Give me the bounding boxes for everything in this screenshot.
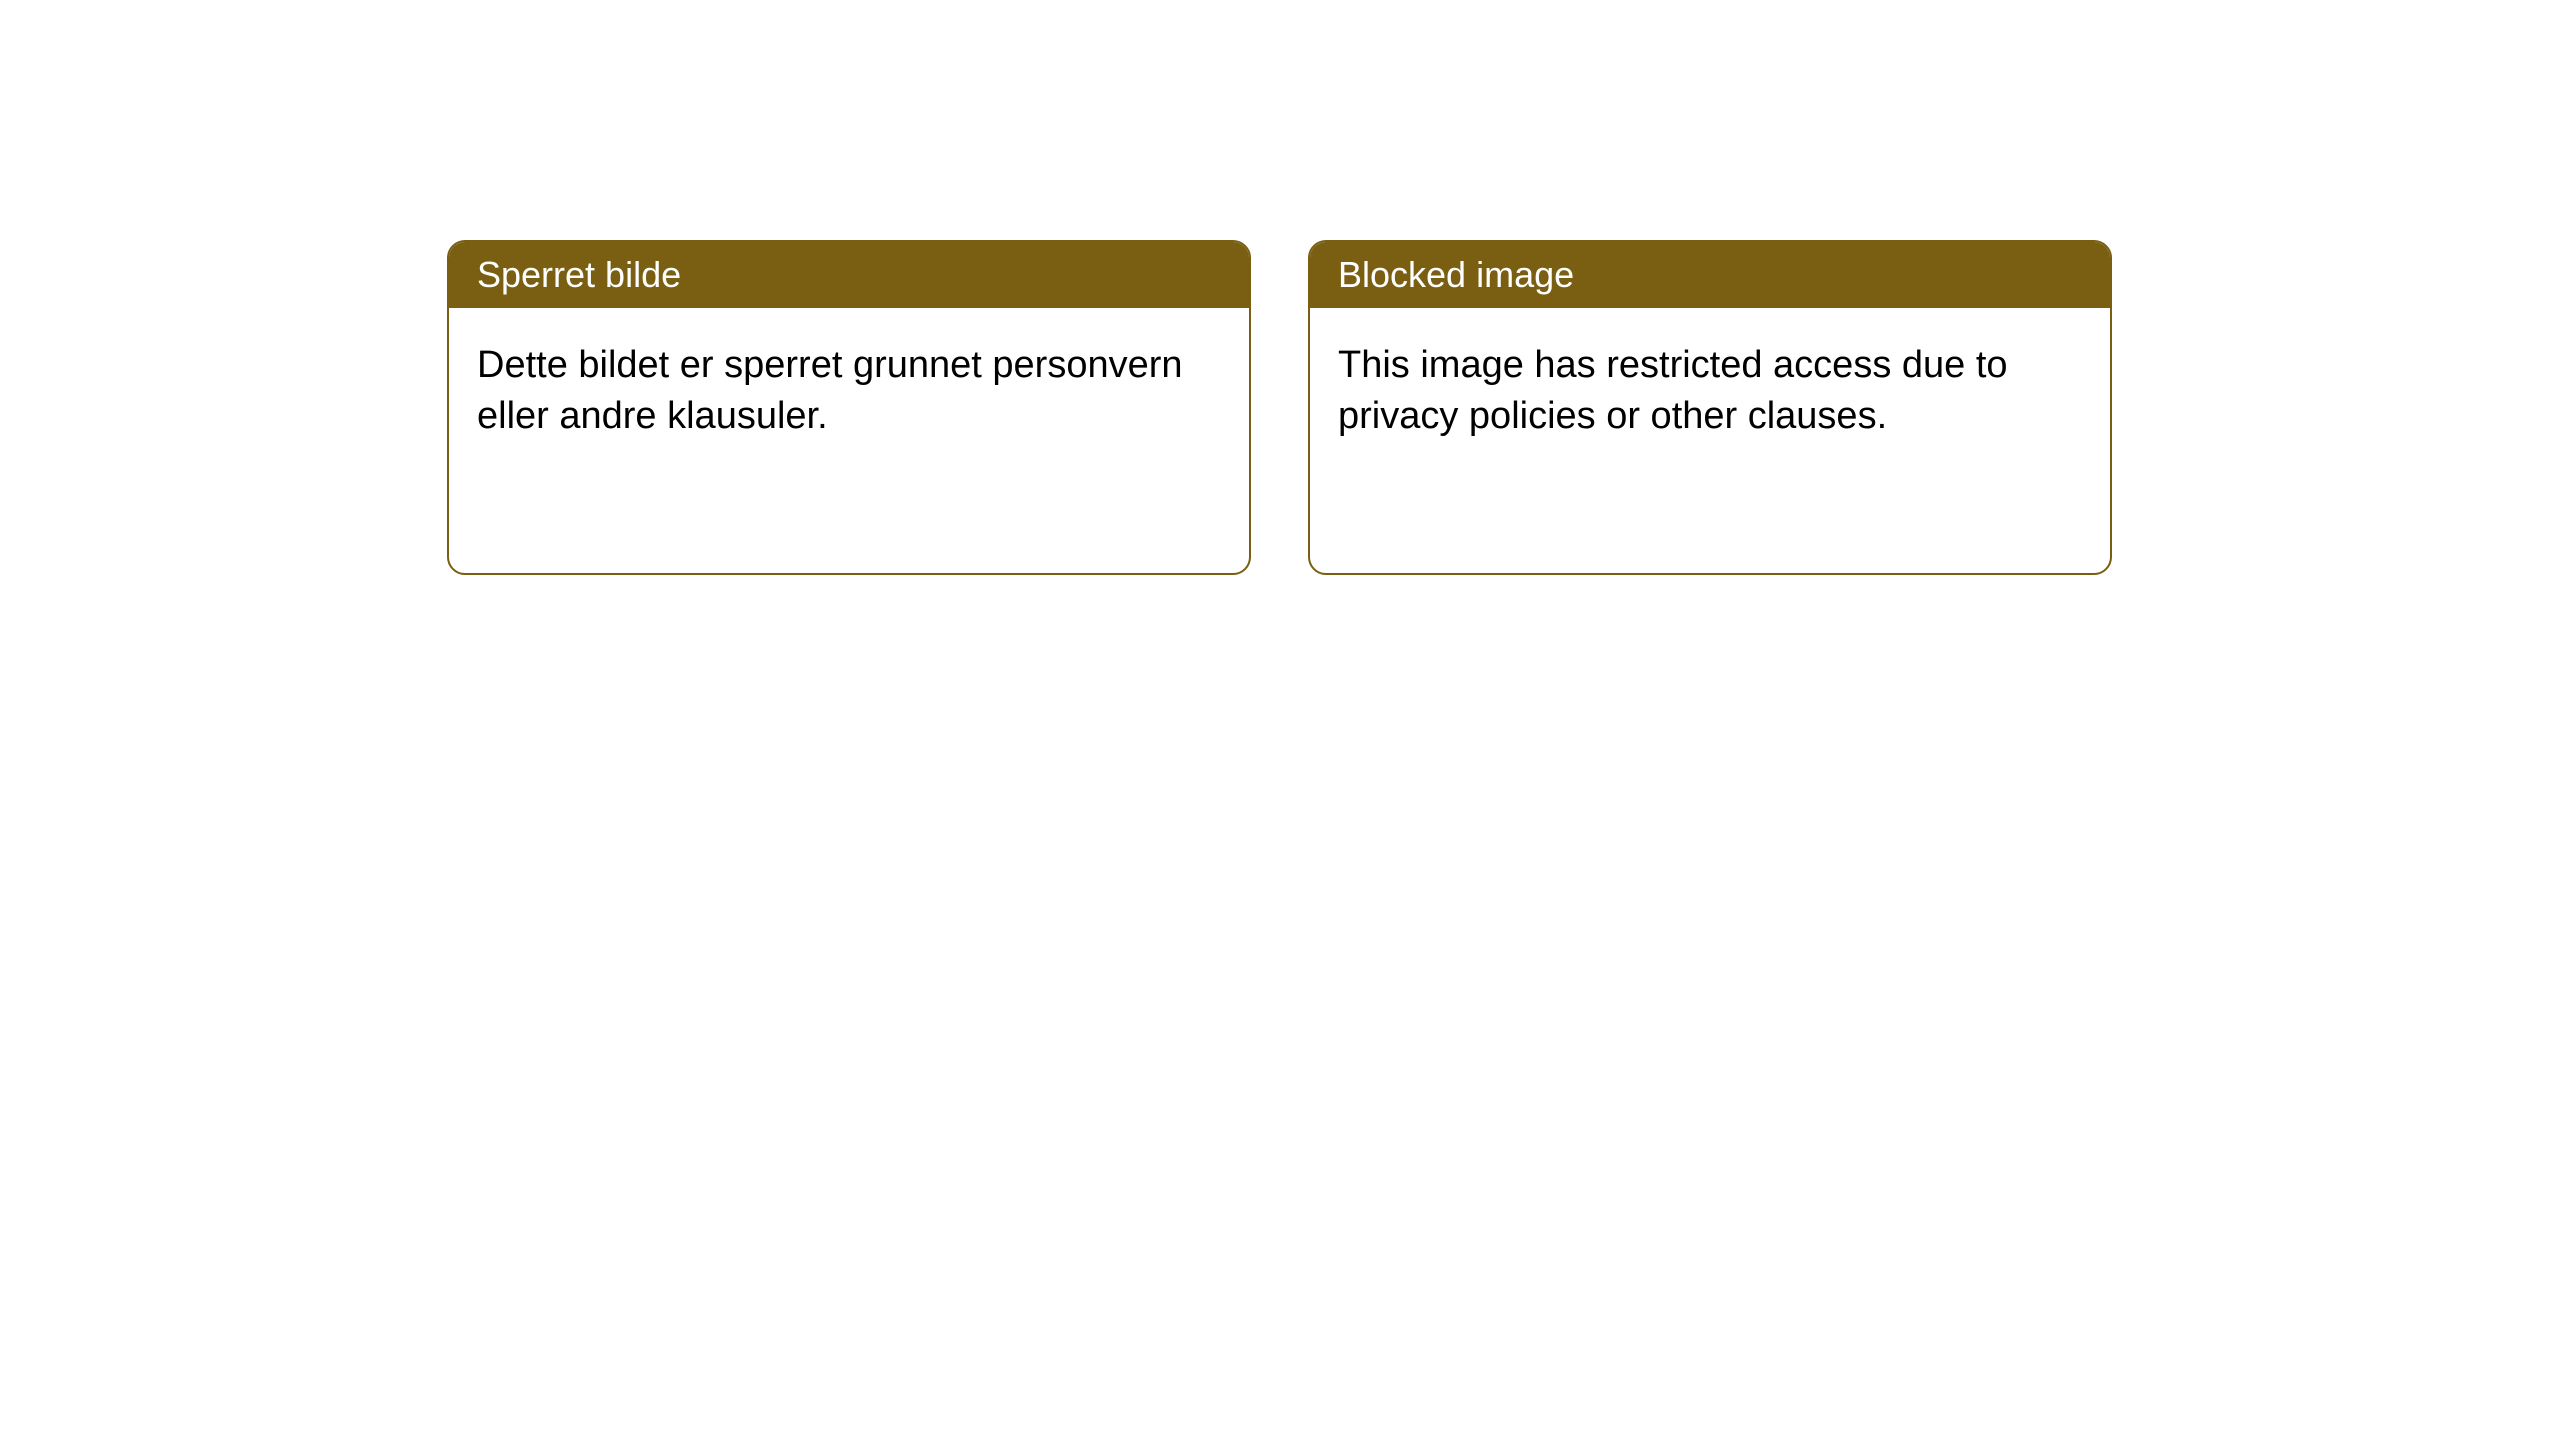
notice-card-english: Blocked image This image has restricted … bbox=[1308, 240, 2112, 575]
notice-cards-container: Sperret bilde Dette bildet er sperret gr… bbox=[447, 240, 2112, 575]
notice-card-norwegian: Sperret bilde Dette bildet er sperret gr… bbox=[447, 240, 1251, 575]
notice-card-body: Dette bildet er sperret grunnet personve… bbox=[449, 308, 1249, 475]
notice-card-body: This image has restricted access due to … bbox=[1310, 308, 2110, 475]
notice-card-title: Sperret bilde bbox=[449, 242, 1249, 308]
notice-card-title: Blocked image bbox=[1310, 242, 2110, 308]
